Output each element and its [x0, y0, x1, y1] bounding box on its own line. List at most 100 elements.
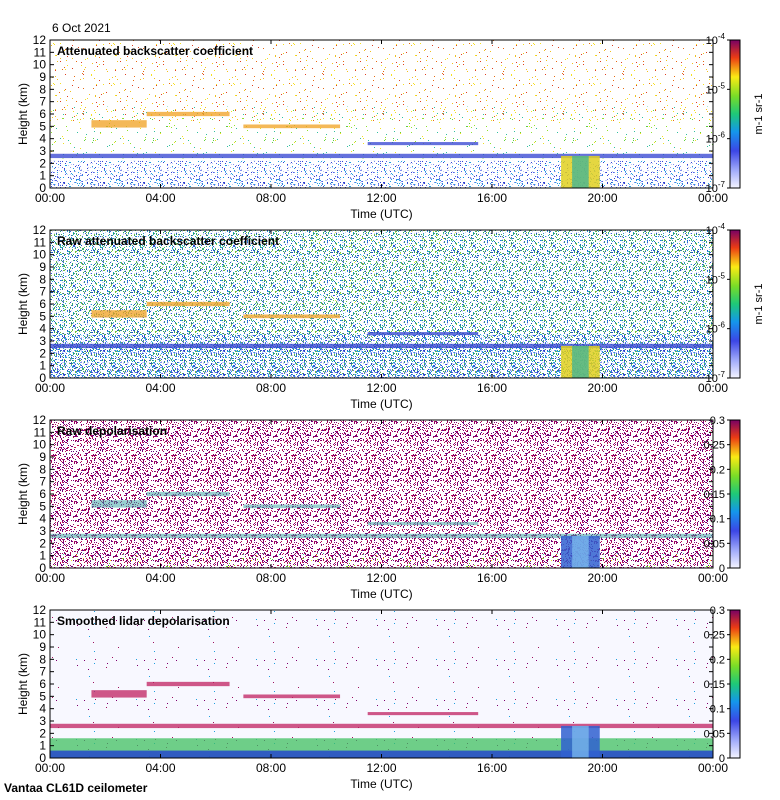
- colorbar-gradient: [729, 39, 741, 189]
- cloud-layer: [146, 491, 230, 497]
- colorbar-tick-label: 0.2: [710, 464, 725, 476]
- y-tick-label: 6: [39, 107, 46, 121]
- y-tick-label: 0: [39, 561, 46, 575]
- x-tick-label: 04:00: [145, 761, 175, 775]
- colorbar-tick-label: 10-4: [706, 222, 726, 237]
- cloud-layer: [91, 120, 147, 128]
- y-tick-label: 5: [39, 499, 46, 513]
- y-tick-label: 0: [39, 181, 46, 195]
- y-tick-label: 10: [33, 438, 47, 452]
- x-tick-label: 00:00: [698, 761, 728, 775]
- colorbar: 10-7 10-6 10-5 10-4 m-1 sr-1: [706, 222, 765, 385]
- panel-title: Raw depolarisation: [57, 424, 167, 438]
- colorbar-tick-label: 0: [719, 563, 725, 575]
- x-tick-label: 08:00: [256, 571, 286, 585]
- panel-title: Attenuated backscatter coefficient: [57, 44, 253, 58]
- x-tick-label: 16:00: [477, 571, 507, 585]
- x-tick-label: 16:00: [477, 761, 507, 775]
- y-tick-label: 6: [39, 487, 46, 501]
- x-tick-label: 08:00: [256, 761, 286, 775]
- x-tick-label: 12:00: [366, 761, 396, 775]
- y-tick-label: 9: [39, 450, 46, 464]
- y-tick-label: 1: [39, 549, 46, 563]
- y-tick-label: 9: [39, 260, 46, 274]
- cloud-layer: [91, 310, 147, 318]
- y-tick-label: 0: [39, 751, 46, 765]
- y-tick-label: 12: [33, 33, 47, 47]
- x-tick-label: 08:00: [256, 381, 286, 395]
- y-tick-label: 0: [39, 371, 46, 385]
- cloud-layer: [50, 723, 713, 729]
- y-tick-label: 8: [39, 652, 46, 666]
- x-axis-label: Time (UTC): [350, 587, 412, 601]
- y-tick-label: 8: [39, 462, 46, 476]
- heatmap-field: [50, 420, 713, 568]
- colorbar-tick-label: 10-5: [706, 81, 726, 96]
- x-tick-label: 04:00: [145, 381, 175, 395]
- y-tick-label: 4: [39, 322, 46, 336]
- y-tick-label: 7: [39, 95, 46, 109]
- cloud-layer: [91, 500, 147, 508]
- colorbar-tick-label: 10-7: [706, 180, 726, 195]
- y-tick-label: 8: [39, 272, 46, 286]
- cloud-layer: [243, 314, 341, 319]
- colorbar-tick-label: 10-6: [706, 131, 726, 146]
- y-tick-label: 4: [39, 132, 46, 146]
- x-tick-label: 00:00: [35, 381, 65, 395]
- x-tick-label: 20:00: [587, 191, 617, 205]
- precipitation-column: [572, 535, 589, 568]
- x-tick-label: 20:00: [587, 571, 617, 585]
- heatmap-field: [50, 610, 713, 758]
- precipitation-column: [572, 155, 589, 188]
- colorbar-tick-label: 0.3: [710, 605, 725, 617]
- heatmap-field: [50, 230, 713, 378]
- cloud-layer: [50, 533, 713, 539]
- x-tick-label: 00:00: [35, 571, 65, 585]
- y-axis-label: Height (km): [16, 83, 30, 145]
- y-tick-label: 11: [34, 615, 47, 629]
- x-tick-label: 12:00: [366, 191, 396, 205]
- y-tick-label: 3: [39, 714, 46, 728]
- y-axis-label: Height (km): [16, 273, 30, 335]
- y-tick-label: 11: [34, 45, 47, 59]
- y-tick-label: 5: [39, 119, 46, 133]
- x-tick-label: 04:00: [145, 571, 175, 585]
- y-tick-label: 8: [39, 82, 46, 96]
- cloud-layer: [50, 153, 713, 159]
- y-tick-label: 7: [39, 285, 46, 299]
- x-tick-label: 00:00: [698, 191, 728, 205]
- y-tick-label: 1: [39, 359, 46, 373]
- colorbar-gradient: [729, 419, 741, 569]
- colorbar-tick-label: 10-6: [706, 321, 726, 336]
- precipitation-column: [572, 345, 589, 378]
- y-tick-label: 3: [39, 524, 46, 538]
- panel-title: Smoothed lidar depolarisation: [57, 614, 230, 628]
- y-tick-label: 3: [39, 334, 46, 348]
- colorbar-tick-label: 0.05: [704, 538, 725, 550]
- y-tick-label: 6: [39, 297, 46, 311]
- y-tick-label: 2: [39, 346, 46, 360]
- cloud-layer: [243, 124, 341, 129]
- y-tick-label: 5: [39, 689, 46, 703]
- colorbar: 0 0.05 0.1 0.15 0.2 0.25 0.3: [704, 605, 741, 765]
- cloud-layer: [146, 681, 230, 687]
- colorbar-tick-label: 0.2: [710, 654, 725, 666]
- cloud-layer: [50, 343, 713, 349]
- x-tick-label: 16:00: [477, 191, 507, 205]
- y-tick-label: 4: [39, 702, 46, 716]
- x-tick-label: 00:00: [35, 191, 65, 205]
- y-tick-label: 12: [33, 223, 47, 237]
- y-tick-label: 10: [33, 58, 47, 72]
- x-axis-label: Time (UTC): [350, 397, 412, 411]
- footer-label: Vantaa CL61D ceilometer: [4, 781, 148, 795]
- colorbar-tick-label: 0.15: [704, 489, 725, 501]
- cloud-layer: [367, 332, 479, 336]
- y-tick-label: 10: [33, 248, 47, 262]
- y-tick-label: 1: [39, 739, 46, 753]
- cloud-layer: [91, 690, 147, 698]
- colorbar-tick-label: 0.25: [704, 630, 725, 642]
- colorbar-tick-label: 0.25: [704, 440, 725, 452]
